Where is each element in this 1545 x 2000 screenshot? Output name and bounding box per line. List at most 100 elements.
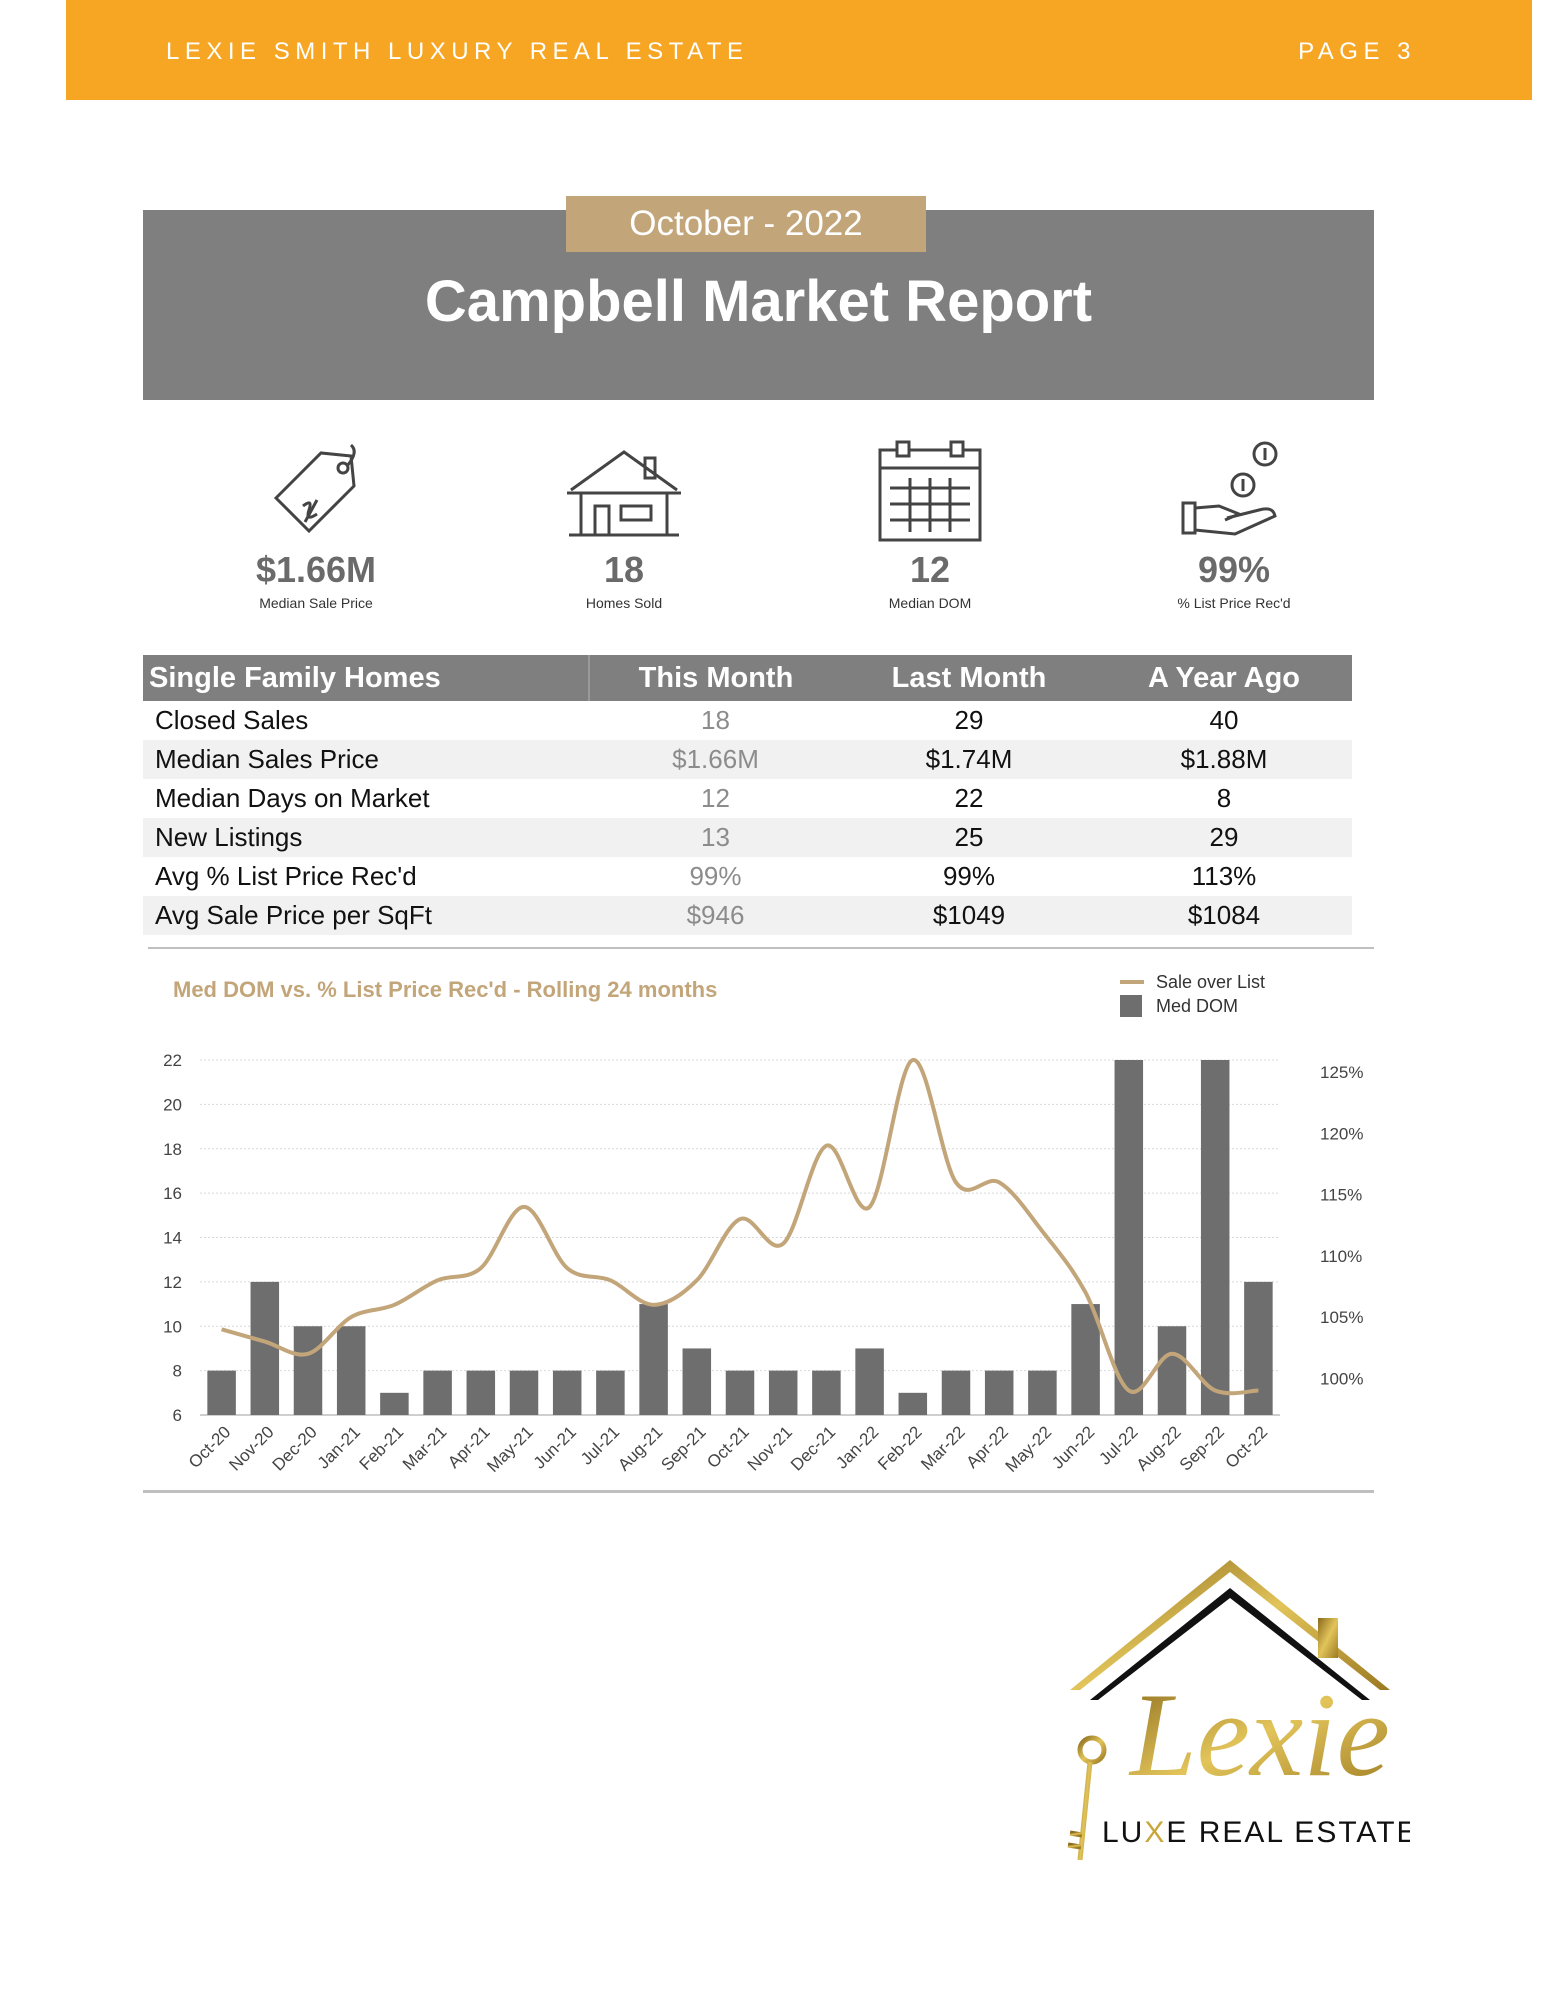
- calendar-icon: [878, 440, 982, 542]
- row-label: Median Sales Price: [143, 740, 589, 779]
- chart-title: Med DOM vs. % List Price Rec'd - Rolling…: [173, 977, 718, 1002]
- row-label: New Listings: [143, 818, 589, 857]
- y-left-tick-label: 22: [163, 1051, 182, 1070]
- row-label: Avg % List Price Rec'd: [155, 861, 417, 891]
- bar-med-dom: [380, 1392, 409, 1415]
- stat-homes-sold: 18 Homes Sold: [494, 440, 754, 611]
- bar-med-dom: [725, 1370, 755, 1415]
- bar-med-dom: [1157, 1326, 1187, 1415]
- legend-label: Sale over List: [1156, 971, 1266, 992]
- y-left-tick-label: 16: [163, 1184, 182, 1203]
- bar-med-dom: [509, 1370, 539, 1415]
- legend-label: Med DOM: [1156, 995, 1239, 1016]
- column-header: This Month: [589, 655, 842, 701]
- bar-med-dom: [639, 1304, 668, 1415]
- stat-median-dom: 12 Median DOM: [800, 440, 1060, 611]
- year-ago-cell: 8: [1216, 783, 1232, 813]
- stat-label: Median DOM: [888, 595, 972, 611]
- report-title: Campbell Market Report: [424, 269, 1093, 334]
- stat-median-sale-price: $1.66M Median Sale Price: [186, 440, 446, 611]
- bar-med-dom: [941, 1370, 971, 1415]
- line-sale-over-list: [221, 1058, 1259, 1396]
- bar-med-dom: [250, 1281, 280, 1415]
- brand-name: LEXIE SMITH LUXURY REAL ESTATE: [166, 38, 749, 65]
- stat-value: $1.66M: [255, 549, 377, 590]
- top-banner: LEXIE SMITH LUXURY REAL ESTATE PAGE 3: [66, 0, 1532, 100]
- table-row: Avg Sale Price per SqFt $946 $1049 $1084: [143, 896, 1352, 935]
- hand-coins-icon: [1181, 441, 1278, 536]
- bar-med-dom: [336, 1326, 366, 1415]
- column-header: A Year Ago: [1096, 655, 1352, 701]
- page-number: PAGE 3: [1298, 38, 1416, 65]
- this-month-cell: $1.66M: [589, 740, 842, 779]
- row-label: Median Days on Market: [155, 783, 430, 813]
- x-tick-label: Nov-21: [744, 1422, 796, 1474]
- x-tick-label: Mar-22: [917, 1422, 969, 1474]
- x-tick-label: Aug-21: [614, 1422, 666, 1474]
- legend-line-swatch: [1120, 980, 1144, 984]
- table-row: Median Sales Price $1.66M $1.74M $1.88M: [143, 740, 1352, 779]
- x-tick-label: Oct-22: [1222, 1422, 1272, 1472]
- x-tick-label: Jun-22: [1048, 1422, 1098, 1472]
- y-right-tick-label: 110%: [1320, 1247, 1362, 1266]
- y-left-tick-label: 20: [163, 1095, 182, 1114]
- x-tick-label: Jan-21: [314, 1422, 364, 1472]
- bar-med-dom: [682, 1348, 712, 1415]
- year-ago-cell: 40: [1209, 705, 1239, 735]
- market-stats-table: Single Family Homes This Month Last Mont…: [143, 655, 1352, 935]
- x-tick-label: Feb-21: [356, 1422, 408, 1474]
- x-tick-label: Oct-21: [703, 1422, 753, 1472]
- bar-med-dom: [812, 1370, 841, 1415]
- year-ago-cell: $1084: [1096, 896, 1352, 935]
- this-month-cell: 13: [589, 818, 842, 857]
- x-tick-label: Sep-22: [1176, 1422, 1228, 1474]
- stat-value: 99%: [1197, 549, 1271, 590]
- bar-med-dom: [596, 1370, 625, 1415]
- table-row: New Listings 13 25 29: [143, 818, 1352, 857]
- this-month-cell: 12: [701, 783, 730, 813]
- stat-list-price-received: 99% % List Price Rec'd: [1104, 440, 1364, 611]
- stat-label: % List Price Rec'd: [1177, 595, 1291, 611]
- x-tick-label: Feb-22: [874, 1422, 926, 1474]
- y-right-tick-label: 105%: [1320, 1308, 1363, 1327]
- this-month-cell: 99%: [689, 861, 742, 891]
- bar-med-dom: [898, 1392, 928, 1415]
- divider: [148, 947, 1374, 949]
- bar-med-dom: [207, 1370, 236, 1415]
- y-left-tick-label: 18: [163, 1140, 182, 1159]
- y-left-tick-label: 8: [173, 1362, 182, 1381]
- last-month-cell: 25: [842, 818, 1096, 857]
- legend-item-med-dom: Med DOM: [1120, 994, 1265, 1018]
- table-row: Median Days on Market 12 22 8: [143, 779, 1352, 818]
- bar-med-dom: [466, 1370, 496, 1415]
- x-tick-label: Sep-21: [657, 1422, 709, 1474]
- bar-med-dom: [1028, 1370, 1057, 1415]
- chart-legend: Sale over List Med DOM: [1120, 970, 1265, 1018]
- last-month-cell: 29: [954, 705, 984, 735]
- bar-med-dom: [552, 1370, 582, 1415]
- this-month-cell: $946: [589, 896, 842, 935]
- x-tick-label: May-22: [1002, 1422, 1056, 1476]
- x-tick-label: Nov-20: [225, 1422, 277, 1474]
- last-month-cell: 99%: [942, 861, 996, 891]
- x-tick-label: May-21: [483, 1422, 537, 1476]
- legend-item-sale-over-list: Sale over List: [1120, 970, 1265, 994]
- house-icon: [567, 450, 681, 537]
- x-tick-label: Oct-20: [185, 1422, 235, 1472]
- row-label: Closed Sales: [155, 705, 309, 735]
- last-month-cell: $1.74M: [842, 740, 1096, 779]
- bar-med-dom: [984, 1370, 1014, 1415]
- y-right-tick-label: 125%: [1320, 1063, 1363, 1082]
- y-left-tick-label: 14: [163, 1229, 182, 1248]
- divider: [143, 1490, 1374, 1493]
- y-left-tick-label: 6: [173, 1406, 182, 1425]
- year-ago-cell: 113%: [1191, 861, 1257, 891]
- logo-wordmark: Lexie: [1128, 1668, 1390, 1801]
- y-right-tick-label: 120%: [1320, 1124, 1363, 1143]
- table-row: Avg % List Price Rec'd 99% 99% 113%: [143, 857, 1352, 896]
- bar-med-dom: [1244, 1281, 1273, 1415]
- last-month-cell: 22: [954, 783, 984, 813]
- stat-value: 12: [909, 549, 951, 590]
- this-month-cell: 18: [701, 705, 730, 735]
- bar-med-dom: [423, 1370, 452, 1415]
